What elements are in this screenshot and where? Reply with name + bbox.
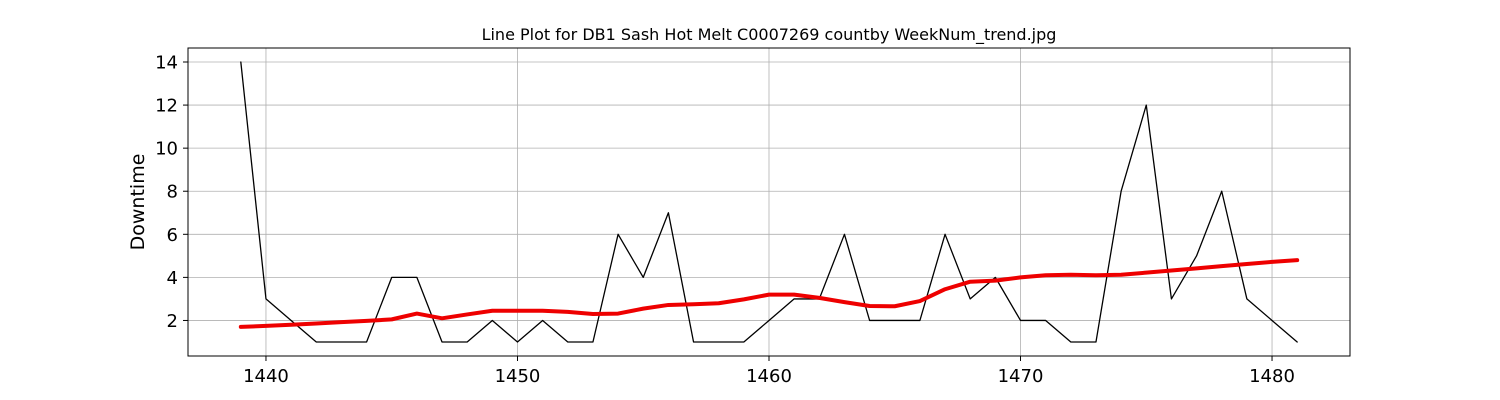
y-tick-label: 12	[155, 96, 178, 117]
axis-ticks: 1440 1450 1460 1470 1480 2 4 6 8 10 12 14	[155, 53, 1295, 388]
y-tick-label: 4	[167, 268, 178, 289]
series-lines	[238, 61, 1300, 343]
x-tick-label: 1450	[495, 366, 541, 387]
x-tick-label: 1470	[998, 366, 1044, 387]
y-tick-label: 14	[155, 53, 178, 74]
y-tick-label: 8	[167, 182, 178, 203]
x-tick-label: 1480	[1249, 366, 1295, 387]
y-tick-label: 6	[167, 225, 178, 246]
grid-lines	[188, 48, 1350, 356]
x-tick-label: 1460	[746, 366, 792, 387]
y-axis-label: Downtime	[127, 154, 149, 251]
trend-series-line	[238, 258, 1300, 329]
chart-title: Line Plot for DB1 Sash Hot Melt C0007269…	[482, 25, 1057, 45]
x-tick-label: 1440	[243, 366, 289, 387]
y-tick-label: 2	[167, 311, 178, 332]
downtime-series-line	[240, 61, 1298, 343]
y-tick-label: 10	[155, 139, 178, 160]
